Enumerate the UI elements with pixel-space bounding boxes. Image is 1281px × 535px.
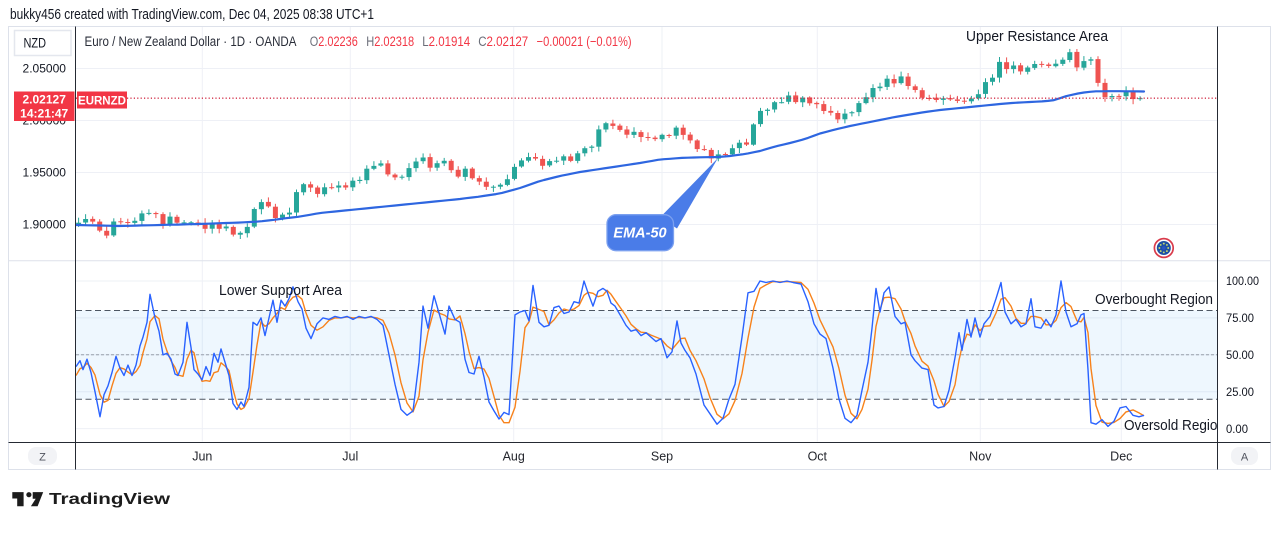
svg-text:50.00: 50.00	[1226, 348, 1254, 362]
svg-text:2.02127: 2.02127	[23, 93, 67, 107]
svg-text:Aug: Aug	[503, 450, 525, 464]
svg-text:Upper Resistance Area: Upper Resistance Area	[966, 28, 1109, 45]
svg-text:100.00: 100.00	[1226, 274, 1259, 288]
svg-text:Z: Z	[39, 452, 46, 464]
svg-text:bukky456 created with TradingV: bukky456 created with TradingView.com, D…	[10, 7, 374, 23]
svg-text:Oct: Oct	[808, 450, 828, 464]
svg-text:L2.01914: L2.01914	[422, 34, 470, 49]
svg-text:Jul: Jul	[342, 450, 358, 464]
svg-text:1.90000: 1.90000	[23, 218, 67, 232]
svg-text:Overbought Region: Overbought Region	[1095, 291, 1213, 308]
svg-text:Euro / New Zealand Dollar · 1D: Euro / New Zealand Dollar · 1D · OANDA	[85, 34, 297, 49]
svg-text:NZD: NZD	[24, 36, 47, 51]
svg-text:1.95000: 1.95000	[23, 166, 67, 180]
svg-text:H2.02318: H2.02318	[366, 34, 414, 49]
svg-text:EMA-50: EMA-50	[613, 226, 666, 242]
svg-text:A: A	[1241, 452, 1249, 464]
svg-text:14:21:47: 14:21:47	[20, 107, 68, 121]
svg-text:O2.02236: O2.02236	[310, 34, 358, 49]
svg-text:Nov: Nov	[969, 450, 992, 464]
svg-text:C2.02127: C2.02127	[478, 34, 528, 49]
svg-text:−0.00021 (−0.01%): −0.00021 (−0.01%)	[537, 34, 632, 49]
svg-text:0.00: 0.00	[1226, 422, 1248, 436]
svg-text:Oversold Region: Oversold Region	[1124, 417, 1225, 434]
svg-text:2.05000: 2.05000	[23, 62, 67, 76]
svg-text:EURNZD: EURNZD	[78, 95, 126, 107]
svg-text:Dec: Dec	[1110, 450, 1132, 464]
svg-text:Lower Support Area: Lower Support Area	[219, 282, 343, 299]
svg-text:75.00: 75.00	[1226, 311, 1254, 325]
svg-text:25.00: 25.00	[1226, 385, 1254, 399]
svg-text:Sep: Sep	[651, 450, 673, 464]
svg-text:TradingView: TradingView	[49, 491, 171, 508]
svg-text:Jun: Jun	[192, 450, 212, 464]
